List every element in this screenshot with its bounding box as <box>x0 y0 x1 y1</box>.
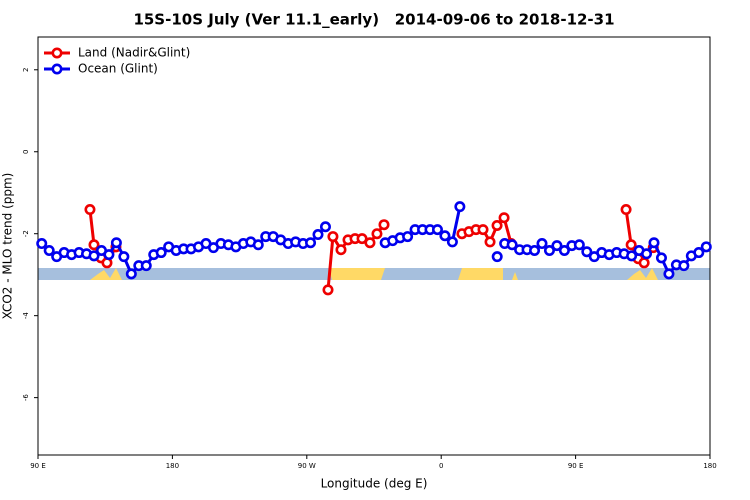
data-point <box>371 228 383 240</box>
data-point <box>36 238 48 250</box>
data-point <box>305 237 317 249</box>
legend-label: Land (Nadir&Glint) <box>78 46 190 60</box>
data-point <box>103 249 115 261</box>
data-point <box>356 233 368 245</box>
land-strip <box>627 268 658 280</box>
data-point <box>655 252 667 264</box>
data-point <box>327 231 339 243</box>
surface-strip <box>38 268 710 280</box>
data-point <box>558 245 570 257</box>
land-strip <box>458 268 503 280</box>
y-tick-label: 0 <box>22 150 30 154</box>
data-point <box>543 245 555 257</box>
x-tick-label: 90 E <box>568 462 584 470</box>
data-point <box>322 284 334 296</box>
data-point <box>693 247 705 259</box>
data-point <box>620 204 632 216</box>
x-tick-label: 90 W <box>298 462 316 470</box>
data-point <box>110 237 122 249</box>
y-tick-label: -2 <box>22 230 30 237</box>
x-tick-label: 180 <box>703 462 716 470</box>
x-tick-label: 0 <box>439 462 443 470</box>
data-point <box>700 241 712 253</box>
data-point <box>84 204 96 216</box>
data-point <box>454 201 466 213</box>
data-point <box>491 220 503 232</box>
data-point <box>125 268 137 280</box>
data-point <box>626 250 638 262</box>
data-point <box>529 245 541 257</box>
y-tick-label: -6 <box>22 394 30 402</box>
legend-label: Ocean (Glint) <box>78 62 158 76</box>
data-point <box>641 248 653 260</box>
data-point <box>378 219 390 231</box>
data-point <box>252 239 264 251</box>
data-point <box>491 251 503 263</box>
data-point <box>506 239 518 251</box>
data-point <box>140 260 152 272</box>
data-point <box>319 221 331 233</box>
data-point <box>88 250 100 262</box>
y-axis-label: XCO2 - MLO trend (ppm) <box>1 173 15 320</box>
y-tick-label: 2 <box>22 68 30 72</box>
data-point <box>431 224 443 236</box>
data-point <box>364 237 376 249</box>
legend-marker <box>51 47 63 59</box>
data-point <box>477 224 489 236</box>
land-strip <box>512 272 518 280</box>
data-point <box>663 268 675 280</box>
data-point <box>498 212 510 224</box>
x-tick-label: 90 E <box>30 462 46 470</box>
data-point <box>648 237 660 249</box>
chart-title: 15S-10S July (Ver 11.1_early) 2014-09-06… <box>133 11 614 29</box>
data-point <box>678 260 690 272</box>
data-point <box>551 240 563 252</box>
data-point <box>88 239 100 251</box>
data-point <box>536 238 548 250</box>
data-point <box>625 239 637 251</box>
data-point <box>638 257 650 269</box>
data-point <box>118 251 130 263</box>
data-point <box>155 247 167 259</box>
x-axis-label: Longitude (deg E) <box>321 477 428 491</box>
data-point <box>446 236 458 248</box>
data-point <box>573 239 585 251</box>
data-point <box>335 244 347 256</box>
data-point <box>402 231 414 243</box>
data-point <box>439 230 451 242</box>
data-point <box>43 245 55 257</box>
data-point <box>581 246 593 258</box>
legend-marker <box>51 63 63 75</box>
land-strip <box>90 268 122 280</box>
data-point <box>484 236 496 248</box>
land-strip <box>329 268 385 280</box>
x-tick-label: 180 <box>166 462 179 470</box>
y-tick-label: -4 <box>22 312 30 320</box>
data-point <box>312 229 324 241</box>
